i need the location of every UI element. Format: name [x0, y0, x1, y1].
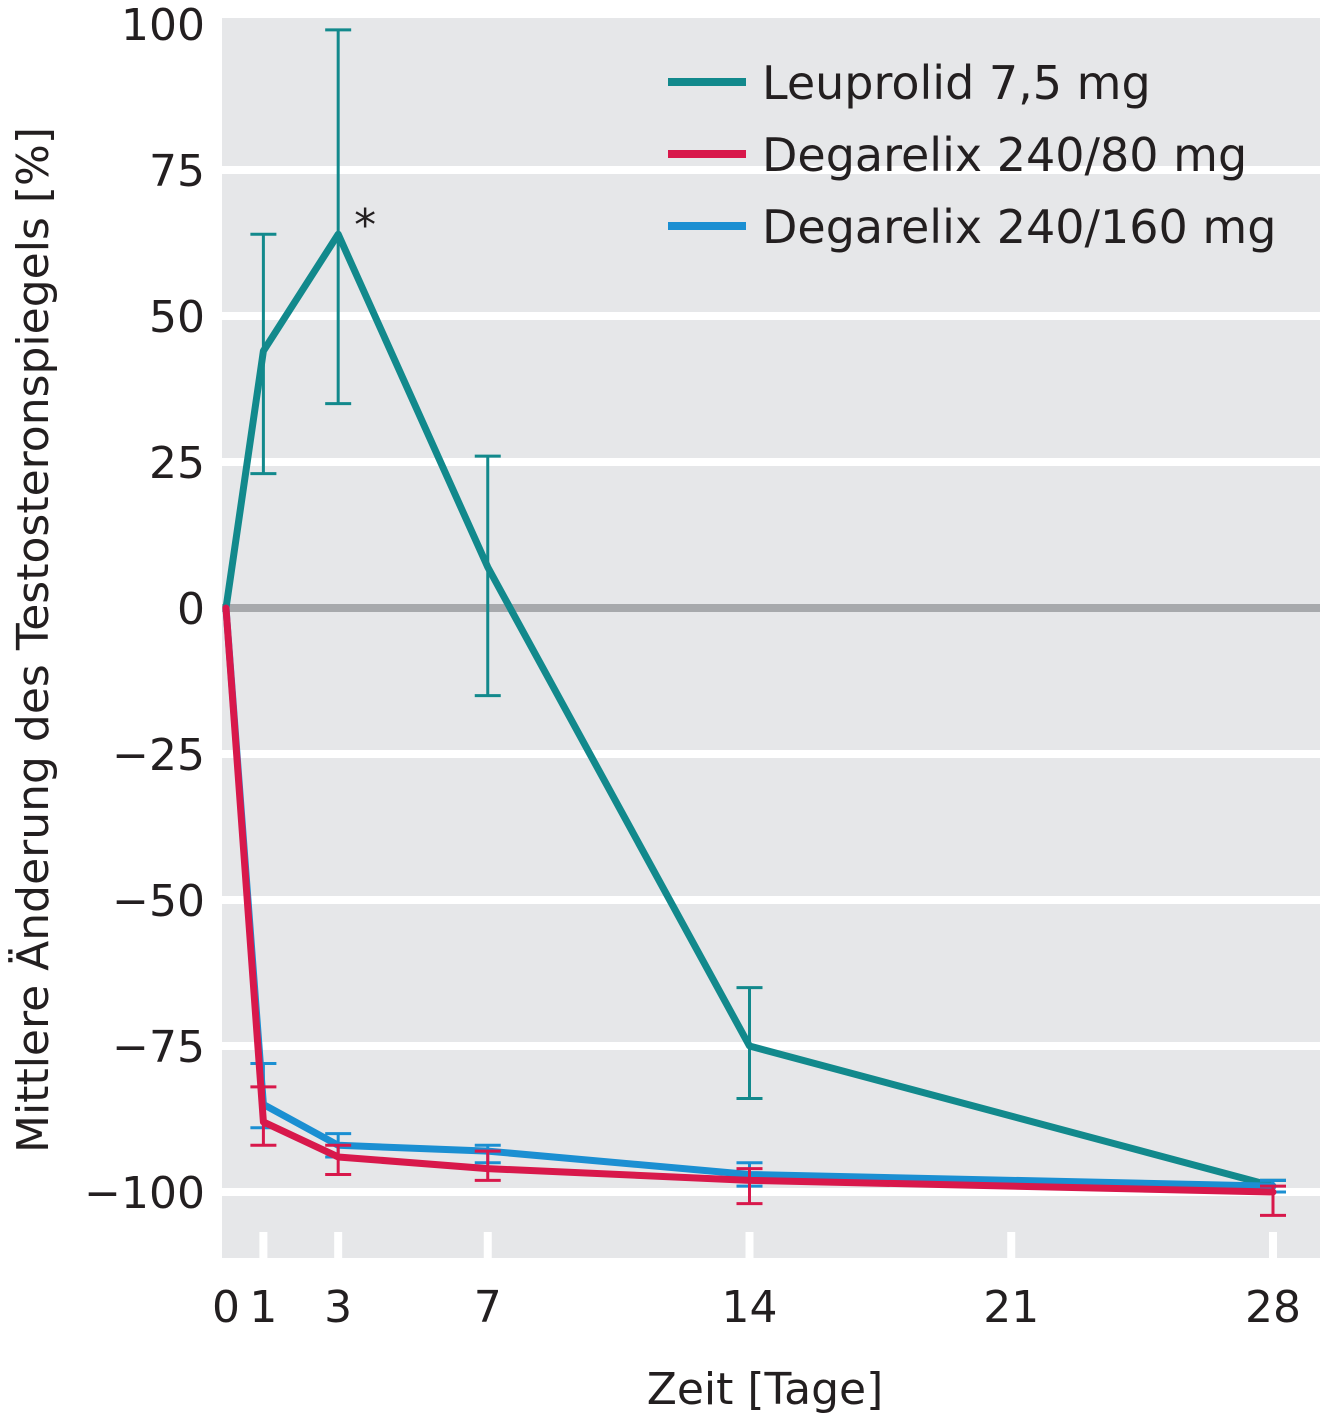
x-tick-label: 28 [1245, 1282, 1301, 1333]
annotation-star: * [354, 200, 376, 251]
y-tick-label: 75 [149, 146, 205, 197]
y-tick-label: −50 [112, 876, 205, 927]
y-tick-label: −75 [112, 1022, 205, 1073]
series-line [222, 604, 1277, 1196]
series-layer [222, 28, 1286, 1217]
y-tick-label: −100 [84, 1168, 205, 1219]
x-tick-gaps [259, 1232, 1277, 1258]
annotations: * [354, 200, 376, 251]
x-tick-label: 3 [324, 1282, 352, 1333]
y-tick-labels: 100 75 50 25 0 −25 −50 −75 −100 [84, 0, 205, 1219]
series-0 [222, 28, 1286, 1190]
legend-label: Leuprolid 7,5 mg [762, 56, 1151, 110]
y-tick-label: −25 [112, 730, 205, 781]
y-axis-title: Mittlere Änderung des Testosteronspiegel… [7, 127, 59, 1153]
x-tick-label: 21 [983, 1282, 1039, 1333]
legend-label: Degarelix 240/80 mg [762, 128, 1247, 182]
y-tick-label: 100 [121, 0, 205, 51]
x-tick-labels: 0 1 3 7 14 21 28 [212, 1282, 1301, 1333]
legend-label: Degarelix 240/160 mg [762, 200, 1276, 254]
series-line [222, 230, 1277, 1190]
x-tick-label: 0 [212, 1282, 240, 1333]
x-tick-label: 14 [722, 1282, 778, 1333]
y-tick-label: 0 [177, 584, 205, 635]
x-tick-label: 7 [474, 1282, 502, 1333]
legend: Leuprolid 7,5 mg Degarelix 240/80 mg Degar… [668, 56, 1276, 254]
x-axis-title: Zeit [Tage] [647, 1364, 884, 1415]
x-tick-label: 1 [249, 1282, 277, 1333]
y-tick-label: 25 [149, 438, 205, 489]
series-1 [222, 604, 1286, 1217]
grid-lines [222, 166, 1320, 1196]
y-tick-label: 50 [149, 292, 205, 343]
